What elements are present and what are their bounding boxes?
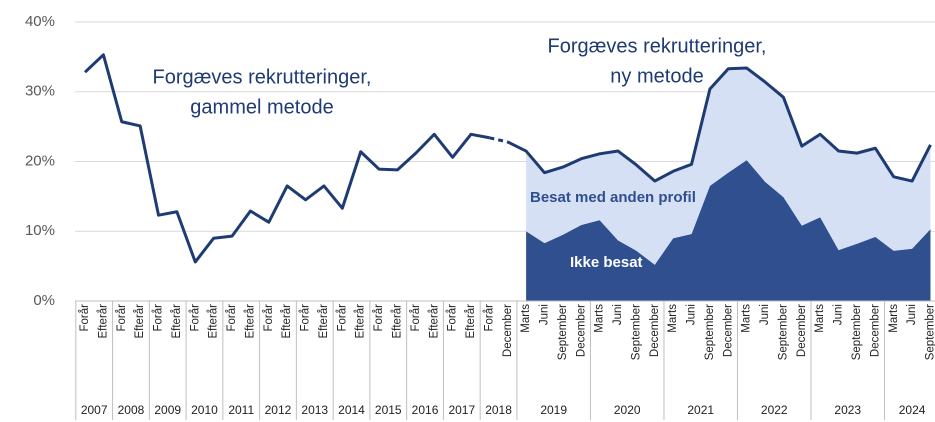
x-tick-label: Juni — [612, 304, 624, 325]
x-tick-label: Forår — [483, 304, 495, 332]
line — [83, 53, 490, 264]
year-label: 2010 — [191, 403, 218, 417]
year-label: 2013 — [301, 403, 328, 417]
x-tick-label: September — [630, 304, 642, 360]
series-annotation: ny metode — [610, 65, 703, 87]
x-tick-label: Juni — [539, 304, 551, 325]
x-tick-label: Marts — [667, 304, 679, 333]
x-tick-label: December — [575, 304, 587, 357]
year-label: 2023 — [834, 403, 861, 417]
area — [526, 68, 931, 265]
x-tick-label: Efterår — [281, 304, 293, 339]
area-label: Ikke besat — [570, 254, 643, 271]
x-tick-label: Juni — [906, 304, 918, 325]
y-tick-label: 0% — [33, 292, 55, 309]
x-tick-label: Forår — [79, 304, 91, 332]
year-label: 2011 — [228, 403, 254, 417]
method-connector — [489, 136, 509, 144]
x-tick-label: Forår — [189, 304, 201, 332]
area — [526, 160, 931, 301]
x-tick-label: September — [777, 304, 789, 360]
series-annotation: Forgæves rekrutteringer, — [153, 66, 372, 88]
x-tick-label: Efterår — [134, 304, 146, 339]
series-annotation: Forgæves rekrutteringer, — [548, 35, 767, 57]
year-label: 2009 — [154, 403, 181, 417]
x-tick-label: Efterår — [171, 304, 183, 339]
x-tick-label: Efterår — [391, 304, 403, 339]
year-label: 2015 — [375, 403, 402, 417]
year-label: 2018 — [485, 403, 512, 417]
x-tick-label: December — [502, 304, 514, 357]
x-tick-label: Marts — [741, 304, 753, 333]
x-tick-label: Efterår — [208, 304, 220, 339]
x-tick-label: Efterår — [244, 304, 256, 339]
x-tick-label: Forår — [336, 304, 348, 332]
x-tick-label: September — [704, 304, 716, 360]
x-tick-label: Efterår — [97, 304, 109, 339]
x-tick-label: Juni — [686, 304, 698, 325]
y-tick-label: 40% — [25, 13, 55, 30]
year-label: 2008 — [118, 403, 145, 417]
x-tick-label: Forår — [153, 304, 165, 332]
x-tick-label: Efterår — [465, 304, 477, 339]
x-tick-label: December — [649, 304, 661, 357]
year-label: 2007 — [81, 403, 108, 417]
x-tick-label: September — [557, 304, 569, 360]
x-tick-label: Efterår — [318, 304, 330, 339]
x-tick-label: September — [851, 304, 863, 360]
x-tick-label: Forår — [226, 304, 238, 332]
y-tick-label: 30% — [25, 83, 55, 100]
x-tick-label: December — [869, 304, 881, 357]
x-tick-label: Efterår — [428, 304, 440, 339]
x-tick-label: September — [925, 304, 935, 360]
year-label: 2017 — [448, 403, 475, 417]
x-tick-label: Forår — [410, 304, 422, 332]
x-tick-label: Forår — [373, 304, 385, 332]
x-tick-label: Forår — [447, 304, 459, 332]
year-label: 2022 — [761, 403, 788, 417]
x-tick-label: December — [722, 304, 734, 357]
series-annotation: gammel metode — [190, 96, 333, 118]
x-tick-label: Marts — [888, 304, 900, 333]
x-tick-label: Juni — [759, 304, 771, 325]
x-tick-label: Forår — [116, 304, 128, 332]
x-tick-label: Efterår — [355, 304, 367, 339]
x-tick-label: Marts — [594, 304, 606, 333]
year-label: 2014 — [338, 403, 365, 417]
year-label: 2021 — [687, 403, 714, 417]
x-tick-label: December — [796, 304, 808, 357]
x-tick-label: Marts — [520, 304, 532, 333]
year-label: 2016 — [412, 403, 439, 417]
x-tick-label: Forår — [263, 304, 275, 332]
year-label: 2020 — [614, 403, 641, 417]
y-tick-label: 20% — [25, 152, 55, 169]
x-tick-label: Juni — [833, 304, 845, 325]
year-label: 2012 — [265, 403, 292, 417]
x-tick-label: Forår — [300, 304, 312, 332]
y-tick-label: 10% — [25, 222, 55, 239]
year-label: 2019 — [540, 403, 567, 417]
x-tick-label: Marts — [814, 304, 826, 333]
line — [507, 66, 932, 183]
year-label: 2024 — [899, 403, 926, 417]
area-label: Besat med anden profil — [530, 189, 696, 206]
